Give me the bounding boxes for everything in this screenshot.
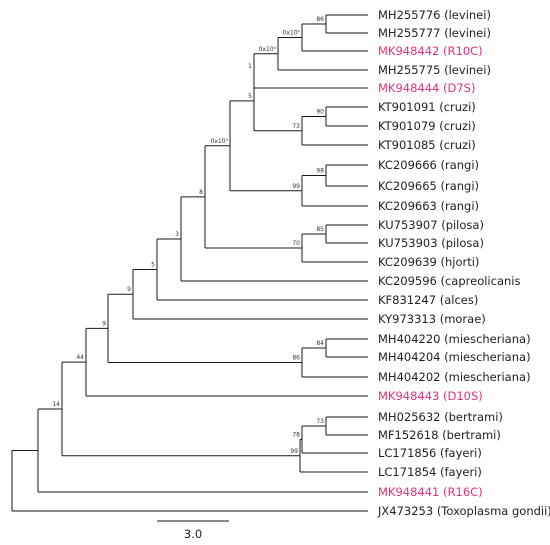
support-value: 73 bbox=[316, 418, 324, 425]
support-value: 70 bbox=[292, 240, 300, 247]
taxon-label: MH404202 (miescheriana) bbox=[378, 370, 531, 384]
taxon-label: LC171854 (fayeri) bbox=[378, 465, 482, 479]
taxon-label: MK948444 (D7S) bbox=[378, 81, 475, 95]
taxon-label: MF152618 (bertrami) bbox=[378, 428, 501, 442]
support-value: 99 bbox=[292, 183, 300, 190]
tree-branches bbox=[11, 14, 368, 512]
support-value: 8 bbox=[199, 189, 203, 196]
taxon-label: MH404204 (miescheriana) bbox=[378, 350, 531, 364]
support-value: 84 bbox=[316, 340, 324, 347]
support-value: 0x10⁰ bbox=[211, 138, 229, 145]
taxon-label: LC171856 (fayeri) bbox=[378, 446, 482, 460]
taxon-label: MH255776 (levinei) bbox=[378, 8, 491, 22]
taxon-label: KC209663 (rangi) bbox=[378, 199, 479, 213]
support-value: 99 bbox=[290, 448, 298, 455]
support-value: 0x10⁰ bbox=[283, 30, 301, 37]
support-value: 9 bbox=[102, 320, 106, 327]
support-values: 86 0x10⁰ 0x10⁰ 1 90 73 5 98 99 0x10⁰ 85 70 8 3 5 9 84 86 9… bbox=[52, 16, 324, 455]
taxon-label: KF831247 (alces) bbox=[378, 293, 478, 307]
support-value: 5 bbox=[248, 93, 252, 100]
taxon-label: MH255777 (levinei) bbox=[378, 26, 491, 40]
support-value: 14 bbox=[52, 401, 60, 408]
support-value: 86 bbox=[316, 16, 324, 23]
support-value: 5 bbox=[151, 261, 155, 268]
support-value: 1 bbox=[248, 63, 252, 70]
support-value: 73 bbox=[292, 123, 300, 130]
support-value: 98 bbox=[316, 168, 324, 175]
taxon-label: KC209639 (hjorti) bbox=[378, 255, 479, 269]
support-value: 86 bbox=[292, 355, 300, 362]
taxon-label: MK948443 (D10S) bbox=[378, 389, 483, 403]
support-value: 44 bbox=[76, 354, 84, 361]
support-value: 3 bbox=[175, 231, 179, 238]
taxon-label: MH025632 (bertrami) bbox=[378, 410, 503, 424]
taxon-label: KT901079 (cruzi) bbox=[378, 119, 476, 133]
taxon-label: MH404220 (miescheriana) bbox=[378, 332, 531, 346]
taxon-label: KU753907 (pilosa) bbox=[378, 218, 484, 232]
taxon-label: MK948442 (R10C) bbox=[378, 44, 483, 58]
support-value: 78 bbox=[292, 432, 300, 439]
support-value: 85 bbox=[316, 226, 324, 233]
scale-bar-label: 3.0 bbox=[184, 527, 202, 541]
taxon-label: KC209596 (capreolicanis bbox=[378, 274, 520, 288]
support-value: 0x10⁰ bbox=[259, 46, 277, 53]
taxon-label: JX473253 (Toxoplasma gondii) bbox=[377, 504, 550, 518]
taxon-label: KC209666 (rangi) bbox=[378, 158, 479, 172]
support-value: 9 bbox=[127, 286, 131, 293]
taxon-label: KU753903 (pilosa) bbox=[378, 236, 484, 250]
taxon-label: KT901091 (cruzi) bbox=[378, 100, 476, 114]
taxon-label: MH255775 (levinei) bbox=[378, 63, 491, 77]
taxon-label: KC209665 (rangi) bbox=[378, 179, 479, 193]
taxon-label: MK948441 (R16C) bbox=[378, 485, 483, 499]
taxon-label: KT901085 (cruzi) bbox=[378, 138, 476, 152]
taxon-labels: MH255776 (levinei) MH255777 (levinei) MK94… bbox=[377, 8, 550, 518]
taxon-label: KY973313 (morae) bbox=[378, 312, 486, 326]
support-value: 90 bbox=[316, 109, 324, 116]
scale-bar: 3.0 bbox=[157, 520, 229, 541]
